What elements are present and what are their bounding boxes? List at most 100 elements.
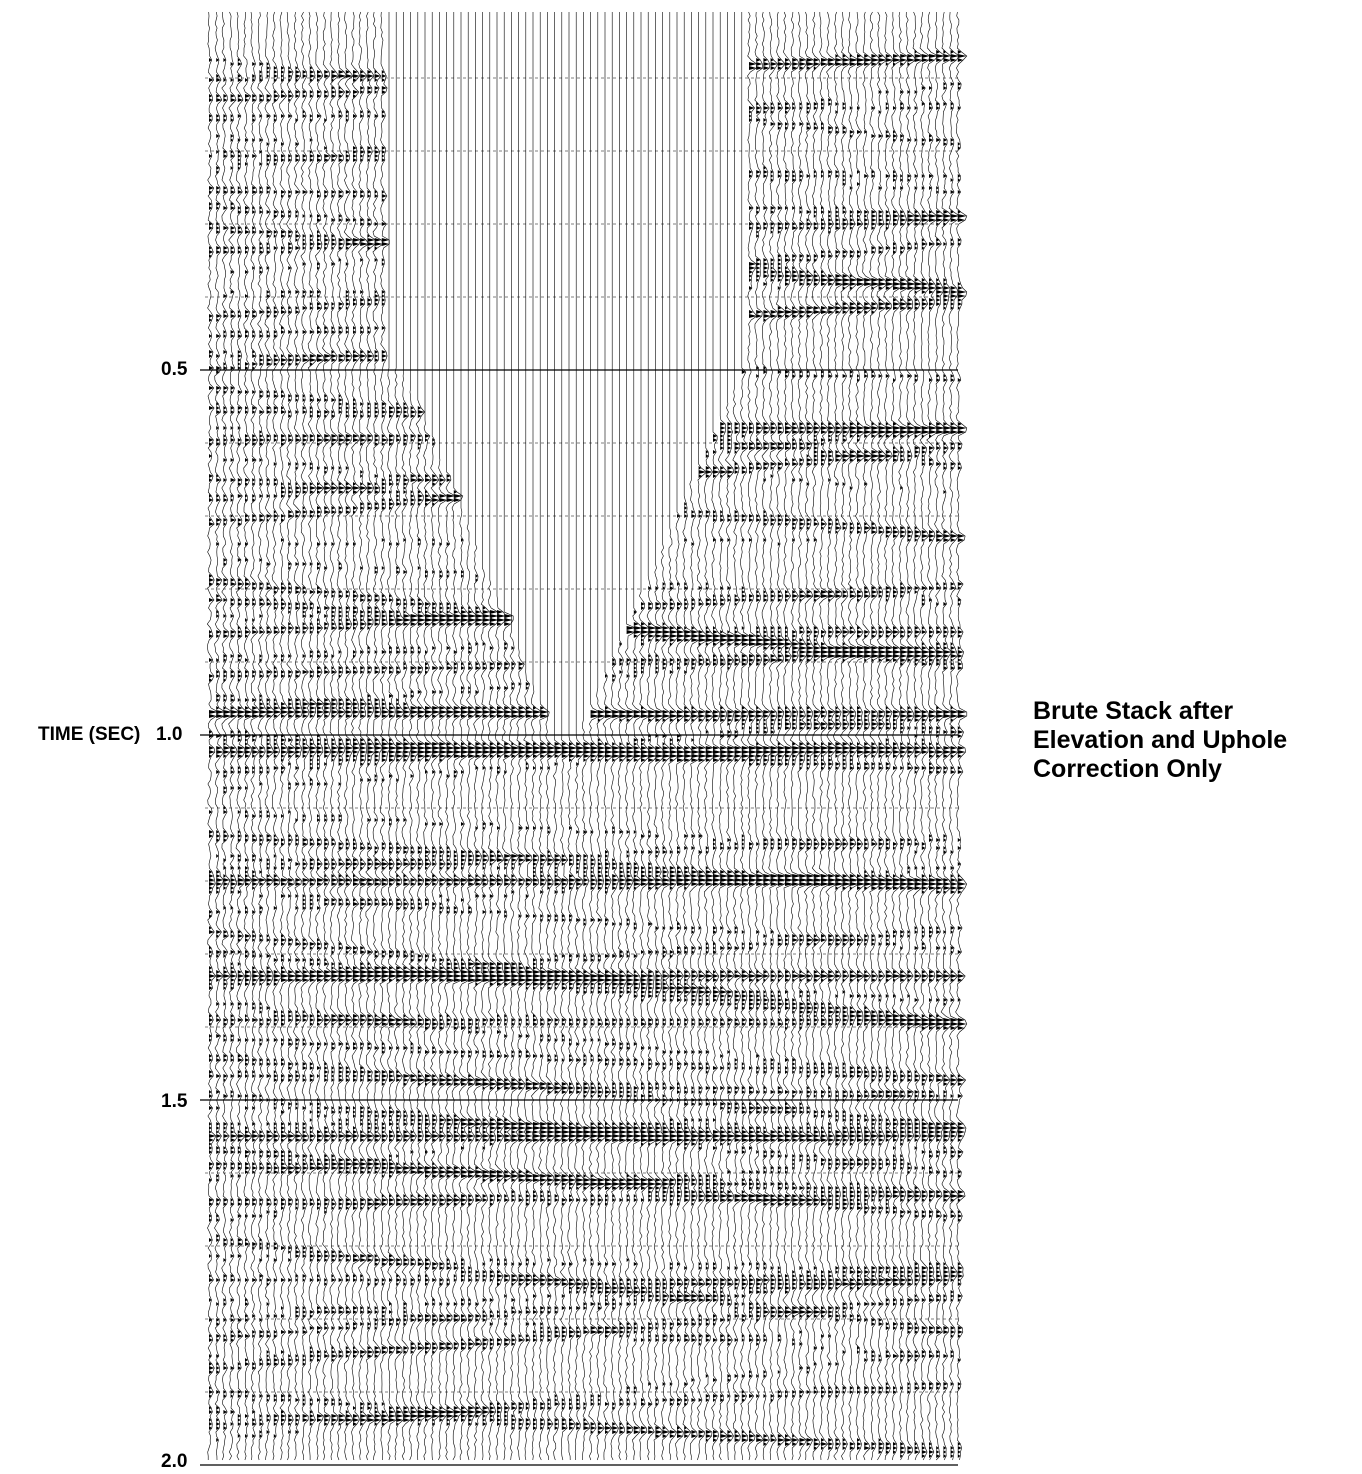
seismic-trace (689, 12, 701, 1461)
seismic-trace (905, 11, 917, 1461)
seismic-trace (401, 12, 413, 1461)
seismic-trace (430, 12, 442, 1461)
time-tick-label: 1.0 (156, 724, 183, 745)
seismic-trace (696, 12, 708, 1461)
seismic-trace (768, 11, 781, 1461)
seismic-trace (386, 12, 399, 1461)
seismic-trace (530, 12, 543, 1461)
seismic-trace (480, 12, 493, 1461)
trace-fill (576, 742, 586, 1430)
seismic-trace (638, 12, 651, 1461)
trace-fill (446, 474, 456, 1426)
seismic-trace (552, 12, 564, 1461)
seismic-trace (789, 11, 802, 1461)
trace-fill (482, 606, 492, 1426)
seismic-trace (372, 11, 384, 1461)
trace-fill (821, 58, 830, 1450)
seismic-trace (617, 12, 629, 1461)
trace-fill (828, 58, 838, 1450)
seismic-trace (379, 11, 392, 1461)
seismic-trace (422, 12, 435, 1461)
trace-fill (295, 66, 305, 1434)
trace-fill (266, 62, 276, 1434)
seismic-trace (833, 11, 845, 1461)
seismic-trace (847, 11, 860, 1461)
seismic-trace (782, 11, 795, 1461)
seismic-trace (358, 11, 370, 1461)
trace-fill (691, 510, 701, 1438)
trace-fill (792, 58, 802, 1446)
seismic-trace (682, 12, 694, 1461)
trace-fill (799, 58, 809, 1446)
trace-fill (741, 370, 751, 1442)
seismic-trace (632, 12, 644, 1461)
seismic-trace (501, 12, 514, 1461)
trace-fill (309, 66, 319, 1426)
seismic-trace (279, 11, 290, 1461)
trace-fill (720, 422, 730, 1442)
seismic-trace (508, 12, 521, 1461)
seismic-trace (883, 11, 896, 1461)
seismic-trace (803, 11, 816, 1461)
seismic-trace (761, 11, 773, 1461)
seismic-trace (408, 12, 420, 1461)
seismic-trace (487, 12, 500, 1461)
figure-caption: Brute Stack after Elevation and Uphole C… (1033, 697, 1362, 784)
trace-fill (389, 406, 398, 1422)
axis-title: TIME (SEC) (38, 724, 141, 745)
trace-fill (324, 70, 334, 1426)
trace-fill (410, 406, 420, 1422)
trace-fill (806, 58, 816, 1446)
seismic-trace (394, 12, 406, 1461)
seismic-trace (415, 12, 428, 1461)
trace-fill (367, 70, 377, 1422)
seismic-trace (775, 11, 788, 1461)
caption-line: Correction Only (1033, 755, 1222, 783)
seismic-trace (523, 12, 536, 1461)
trace-fill (230, 62, 240, 1426)
trace-fill (813, 58, 823, 1450)
trace-fill (374, 70, 384, 1426)
trace-fill (849, 54, 859, 1450)
trace-fill (662, 582, 672, 1438)
trace-fill (554, 742, 564, 1430)
seismic-trace (934, 11, 946, 1461)
trace-fill (396, 402, 406, 1426)
trace-fill (273, 66, 283, 1438)
seismic-trace (595, 12, 608, 1461)
seismic-trace (343, 11, 356, 1461)
seismic-trace (940, 11, 953, 1461)
time-tick-label: 2.0 (161, 1451, 188, 1472)
trace-fill (929, 54, 938, 1458)
trace-fill (353, 70, 362, 1426)
trace-fill (734, 422, 744, 1442)
seismic-trace (458, 12, 471, 1461)
seismic-trace (711, 12, 723, 1461)
seismic-trace (451, 12, 464, 1461)
seismic-trace (703, 12, 716, 1461)
seismic-trace (610, 12, 622, 1461)
trace-fill (302, 70, 312, 1422)
seismic-trace (300, 11, 312, 1460)
caption-line: Brute Stack after (1033, 697, 1234, 725)
trace-fill (605, 674, 614, 1434)
trace-fill (943, 50, 953, 1458)
trace-fill (655, 586, 665, 1438)
seismic-trace (624, 12, 636, 1461)
trace-fill (345, 70, 355, 1426)
seismic-trace (444, 12, 457, 1461)
seismic-trace (754, 11, 766, 1461)
seismic-trace (588, 12, 600, 1461)
trace-fill (525, 682, 535, 1430)
seismic-trace (746, 11, 759, 1461)
seismic-trace (286, 11, 298, 1461)
trace-fill (785, 58, 794, 1446)
seismic-trace (538, 12, 550, 1461)
trace-fill (749, 62, 758, 1442)
trace-fill (871, 54, 881, 1450)
trace-fill (439, 474, 449, 1422)
trace-fill (677, 514, 686, 1438)
seismic-trace (365, 11, 377, 1461)
seismic-trace (818, 11, 831, 1461)
seismic-trace (315, 11, 327, 1461)
